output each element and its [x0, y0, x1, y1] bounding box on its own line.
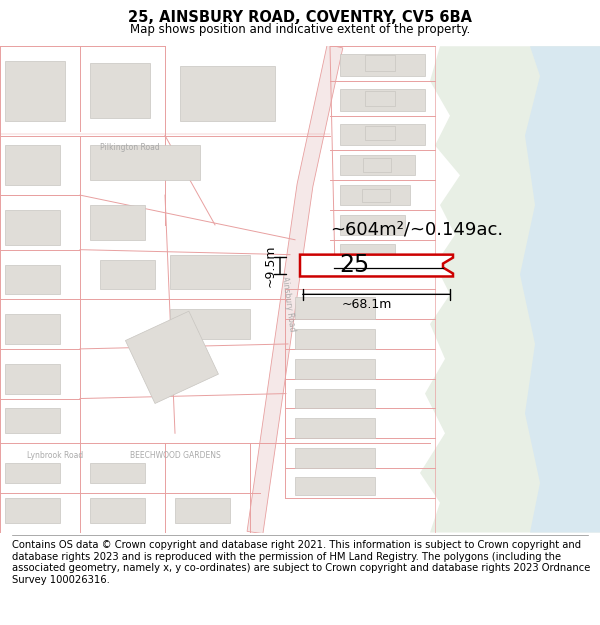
Text: Map shows position and indicative extent of the property.: Map shows position and indicative extent…: [130, 23, 470, 36]
Text: Contains OS data © Crown copyright and database right 2021. This information is : Contains OS data © Crown copyright and d…: [12, 540, 590, 585]
Bar: [365, 91, 395, 106]
Bar: [5, 463, 60, 483]
Text: 25: 25: [339, 253, 369, 277]
Bar: [295, 329, 375, 349]
Polygon shape: [420, 46, 600, 532]
Bar: [5, 210, 60, 245]
Bar: [170, 254, 250, 289]
Text: ~9.5m: ~9.5m: [264, 244, 277, 287]
Bar: [5, 364, 60, 394]
Bar: [90, 63, 150, 118]
Bar: [295, 298, 375, 319]
Text: Ainsbury Road: Ainsbury Road: [280, 276, 296, 332]
Text: Pilkington Road: Pilkington Road: [100, 144, 160, 152]
Bar: [340, 185, 410, 205]
Polygon shape: [300, 254, 453, 276]
Bar: [5, 314, 60, 344]
Bar: [340, 124, 425, 146]
Text: BEECHWOOD GARDENS: BEECHWOOD GARDENS: [130, 451, 220, 460]
Bar: [365, 55, 395, 71]
Bar: [100, 259, 155, 289]
Bar: [295, 359, 375, 379]
Bar: [170, 309, 250, 339]
Bar: [295, 477, 375, 495]
Bar: [5, 61, 65, 121]
Bar: [90, 463, 145, 483]
Text: Lynbrook Road: Lynbrook Road: [27, 451, 83, 460]
Bar: [295, 418, 375, 438]
Bar: [340, 54, 425, 76]
Bar: [340, 244, 395, 259]
Bar: [340, 156, 415, 175]
Bar: [5, 498, 60, 522]
Polygon shape: [520, 46, 600, 532]
Bar: [340, 215, 405, 235]
Bar: [5, 409, 60, 433]
Bar: [90, 205, 145, 240]
Bar: [180, 66, 275, 121]
Bar: [340, 89, 425, 111]
Bar: [125, 311, 218, 404]
Polygon shape: [247, 44, 343, 534]
Bar: [175, 498, 230, 522]
Bar: [5, 146, 60, 185]
Text: 25, AINSBURY ROAD, COVENTRY, CV5 6BA: 25, AINSBURY ROAD, COVENTRY, CV5 6BA: [128, 10, 472, 25]
Bar: [90, 498, 145, 522]
Bar: [90, 146, 200, 180]
Bar: [365, 126, 395, 139]
Bar: [363, 158, 391, 172]
Bar: [295, 448, 375, 468]
Bar: [5, 264, 60, 294]
Bar: [295, 389, 375, 409]
Text: ~604m²/~0.149ac.: ~604m²/~0.149ac.: [330, 221, 503, 239]
Text: ~68.1m: ~68.1m: [341, 298, 392, 311]
Bar: [362, 189, 390, 202]
